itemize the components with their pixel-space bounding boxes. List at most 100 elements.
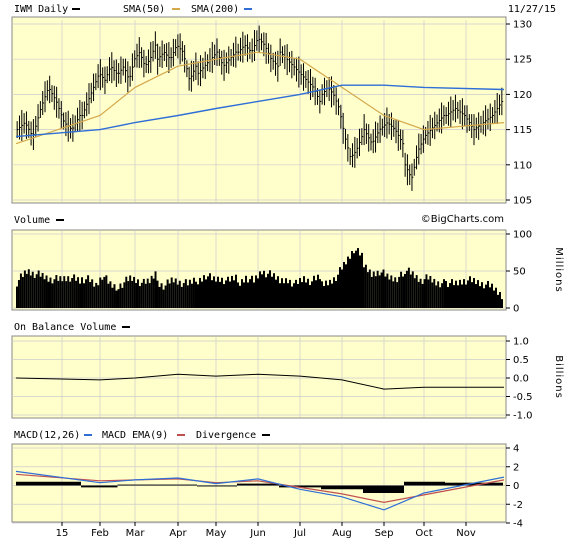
volume-bar [257,278,259,308]
y-tick-label: 0 [513,304,519,315]
volume-bar [323,285,325,308]
volume-bar [119,283,122,308]
macd-ema-legend-swatch [177,434,185,436]
volume-bar [449,283,451,308]
y-tick-label: 105 [513,196,532,207]
volume-bar [281,278,283,308]
volume-bar [188,279,191,308]
y-tick-label: -4 [513,519,523,530]
y-tick-label: -0.5 [513,392,533,403]
volume-bar [405,270,408,308]
volume-bar [41,272,44,308]
volume-bar [117,289,120,308]
volume-bar [83,283,86,308]
volume-bar [319,279,321,308]
price-panel [11,16,507,204]
volume-bar [453,285,455,308]
volume-bar [178,280,181,308]
watermark: ©BigCharts.com [421,214,504,225]
volume-bar [491,283,493,308]
sma200-line [15,84,505,138]
volume-bar [409,274,412,308]
volume-bar [25,273,28,308]
volume-bar [75,280,78,308]
volume-bar [487,280,489,308]
divergence-bar [117,484,157,486]
y-tick-label: -2 [513,500,523,511]
volume-bar [439,287,442,308]
volume-bar [384,276,387,308]
y-tick-label: 120 [513,90,532,101]
volume-bar [142,278,145,308]
volume-bar [263,270,265,308]
volume-bar [231,275,233,308]
volume-unit-label: Millions [553,247,564,292]
volume-bar [299,278,301,308]
volume-bar [417,281,420,308]
volume-bar [101,279,104,308]
volume-bar [123,282,126,308]
sma50-label: SMA(50) [123,4,165,15]
volume-bar [380,272,383,308]
volume-bar [245,275,247,308]
volume-bar [285,278,287,308]
volume-bar [392,281,395,308]
volume-bar [501,299,503,308]
divergence-label: Divergence [196,430,256,441]
volume-bar [23,270,26,308]
volume-bar [109,281,112,308]
volume-bar [174,278,177,308]
volume-bar [297,283,299,308]
volume-bar [265,277,267,308]
y-tick-label: 125 [513,55,532,66]
volume-panel [11,229,507,311]
volume-bar [370,276,373,308]
volume-title: Volume [14,215,50,226]
price-marks [15,25,505,191]
volume-bar [455,280,457,308]
volume-bar [431,282,434,308]
volume-bar [37,270,40,308]
volume-bar [394,277,397,308]
volume-bar [73,274,76,308]
volume-bar [443,279,445,308]
volume-bar [357,248,359,308]
x-axis-label: Apr [169,528,187,539]
volume-bar [388,279,391,308]
y-tick-label: 0.5 [513,355,529,366]
volume-bar [404,273,406,308]
volume-bar [427,279,430,308]
volume-bar [353,253,355,308]
volume-bar [115,290,118,308]
volume-bar [51,283,54,308]
volume-bar [363,267,365,308]
volume-bar [425,274,428,308]
volume-bar [337,274,339,308]
volume-bar [47,281,50,308]
obv-unit-label: Billions [553,355,564,399]
volume-bar [241,279,243,308]
volume-bar [437,281,440,308]
volume-bar [461,284,463,308]
volume-bar [203,275,205,308]
volume-bar [329,279,331,308]
volume-bar [407,267,410,308]
volume-legend-swatch [56,219,64,221]
volume-bar [160,283,163,308]
volume-bar [63,276,66,308]
volume-bar [237,282,239,308]
volume-bar [483,288,485,308]
volume-bar [148,283,151,308]
sma200-label: SMA(200) [191,4,239,15]
volume-bar [59,276,62,308]
volume-bar [475,284,477,308]
volume-bar [53,279,56,308]
volume-bar [253,282,255,308]
volume-bar [251,275,253,308]
x-axis-label: Aug [332,528,352,539]
divergence-bar [279,485,321,488]
volume-bar [166,279,169,308]
volume-bar [400,271,403,308]
macd-ema-line [15,473,505,504]
volume-bar [223,284,225,308]
